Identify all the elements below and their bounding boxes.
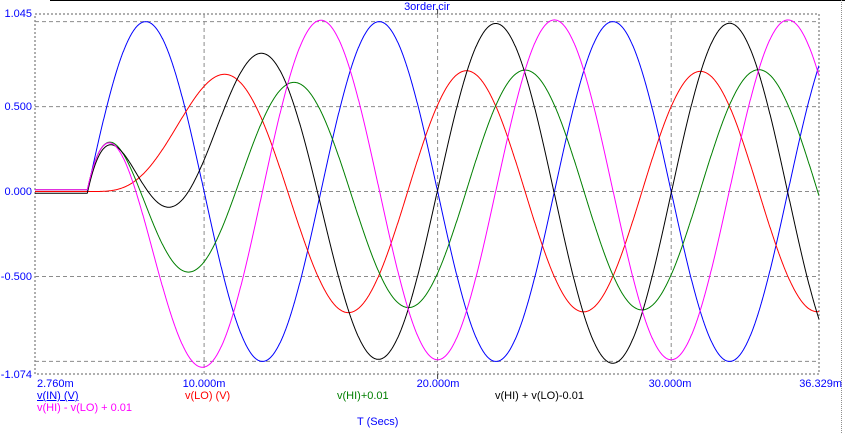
waveform-v-in[interactable]	[35, 21, 819, 362]
y-tick-label: 0.000	[4, 186, 32, 198]
legend-v-diff[interactable]: v(HI) - v(LO) + 0.01	[37, 402, 133, 414]
plot-title: 3order.cir	[404, 1, 450, 13]
window-right-border	[841, 0, 842, 433]
y-tick-label: 0.500	[4, 101, 32, 113]
plot-border	[34, 13, 820, 375]
x-axis-title: T (Secs)	[357, 416, 399, 428]
waveform-v-diff[interactable]	[35, 19, 819, 368]
waveform-v-hi[interactable]	[35, 69, 819, 311]
legend-v-lo[interactable]: v(LO) (V)	[185, 390, 231, 402]
x-tick-label: 30.000m	[648, 378, 692, 390]
x-tick-label: 36.329m	[799, 378, 842, 390]
x-tick-label: 20.000m	[416, 378, 460, 390]
y-tick-label: 1.045	[4, 8, 32, 20]
x-tick-label: 10.000m	[182, 378, 226, 390]
y-tick-label: -0.500	[0, 271, 32, 283]
legend-v-sum[interactable]: v(HI) + v(LO)-0.01	[495, 390, 584, 402]
waveform-v-lo[interactable]	[35, 70, 819, 314]
y-tick-label: -1.074	[0, 369, 32, 381]
waveform-v-sum[interactable]	[35, 22, 819, 364]
window-top-border	[50, 0, 845, 1]
x-tick-label: 2.760m	[37, 378, 74, 390]
legend-v-in[interactable]: v(IN) (V)	[37, 390, 79, 402]
legend-v-hi[interactable]: v(HI)+0.01	[337, 390, 389, 402]
